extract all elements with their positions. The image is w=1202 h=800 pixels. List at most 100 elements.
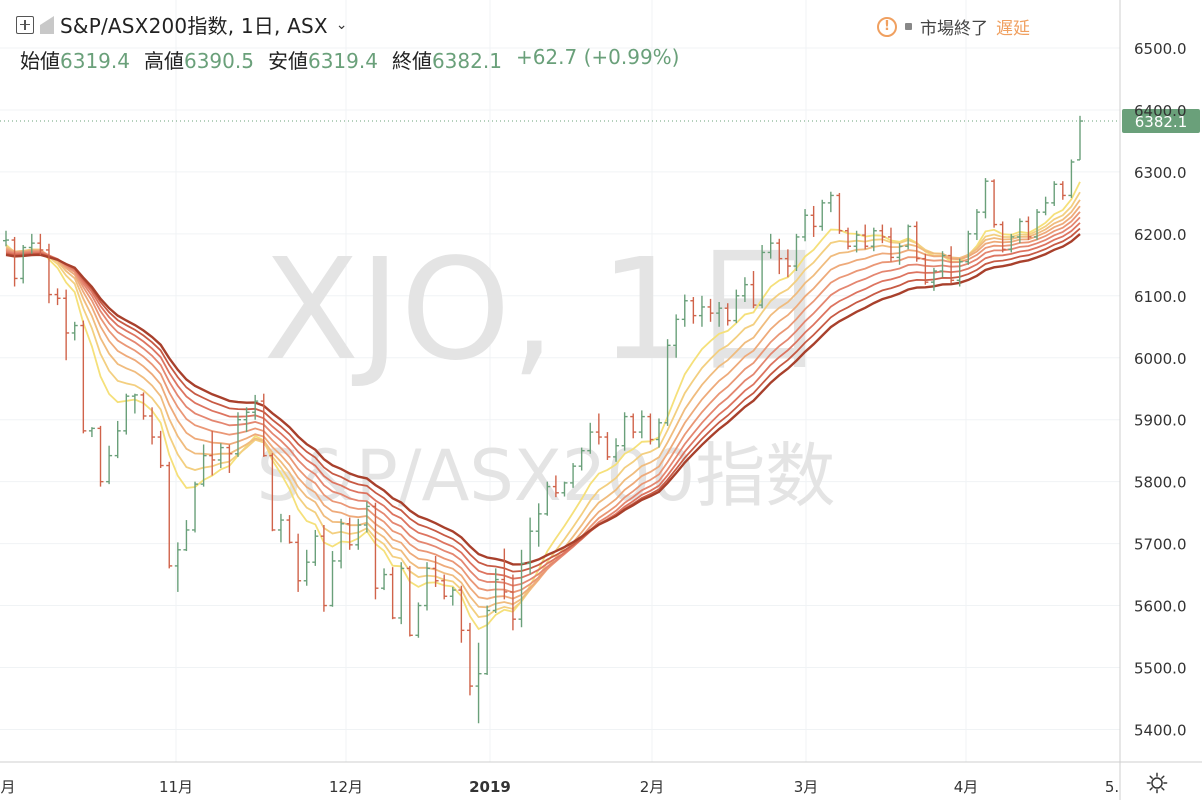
candle bbox=[922, 253, 929, 285]
y-tick-label: 5800.0 bbox=[1134, 474, 1187, 492]
candle bbox=[741, 277, 748, 302]
candle bbox=[570, 463, 577, 488]
ma-line bbox=[5, 181, 1081, 631]
symbol-title[interactable]: S&P/ASX200指数, 1日, ASX bbox=[60, 14, 328, 38]
candle bbox=[716, 301, 723, 327]
candle bbox=[303, 549, 310, 586]
candle bbox=[243, 407, 250, 433]
candle bbox=[140, 392, 147, 420]
candle bbox=[363, 501, 370, 533]
candle bbox=[484, 605, 491, 675]
status-dot bbox=[905, 23, 912, 30]
candle bbox=[269, 453, 276, 532]
y-tick-label: 6400.0 bbox=[1134, 102, 1187, 120]
candle bbox=[1034, 209, 1041, 241]
warning-icon[interactable]: ! bbox=[877, 16, 897, 37]
y-tick-label: 5400.0 bbox=[1134, 721, 1187, 739]
candle bbox=[973, 209, 980, 241]
candle bbox=[63, 289, 70, 361]
candle bbox=[45, 243, 52, 304]
x-tick-label: 4月 bbox=[954, 778, 979, 796]
market-status: ! 市場終了 遅延 bbox=[877, 14, 1030, 39]
x-tick-label: 3月 bbox=[794, 778, 819, 796]
ohlc-change: +62.7 (+0.99%) bbox=[515, 45, 680, 69]
candle bbox=[819, 199, 826, 231]
flag-icon[interactable] bbox=[40, 15, 54, 34]
y-tick-label: 6000.0 bbox=[1134, 350, 1187, 368]
x-tick-label: 12月 bbox=[329, 778, 363, 796]
candle bbox=[1008, 233, 1015, 253]
candle bbox=[613, 438, 620, 462]
candle bbox=[200, 444, 207, 487]
candle bbox=[535, 503, 542, 547]
candle bbox=[54, 288, 61, 306]
ohlc-high: 高値6390.5 bbox=[143, 49, 254, 73]
watermark-ticker: XJO, 1日 bbox=[263, 229, 828, 392]
candle bbox=[1016, 218, 1023, 244]
candle bbox=[114, 420, 121, 459]
candle bbox=[183, 520, 190, 552]
candle bbox=[71, 321, 78, 341]
y-tick-label: 5500.0 bbox=[1134, 660, 1187, 678]
ohlc-open: 始値6319.4 bbox=[20, 49, 130, 73]
y-tick-label: 6300.0 bbox=[1134, 164, 1187, 182]
title-row: S&P/ASX200指数, 1日, ASX ⌄ bbox=[16, 10, 348, 39]
candle bbox=[965, 230, 972, 265]
candle bbox=[509, 574, 516, 631]
candle bbox=[776, 238, 783, 275]
candle bbox=[930, 267, 937, 291]
candle bbox=[149, 407, 156, 445]
candle bbox=[1025, 216, 1032, 241]
candle bbox=[312, 529, 319, 566]
delay-label[interactable]: 遅延 bbox=[996, 19, 1030, 39]
candle bbox=[492, 568, 499, 613]
candle bbox=[286, 515, 293, 544]
candle bbox=[389, 567, 396, 620]
candle bbox=[587, 422, 594, 454]
candle bbox=[698, 295, 705, 327]
candle bbox=[561, 481, 568, 497]
candle bbox=[673, 314, 680, 358]
candle bbox=[991, 179, 998, 228]
candle bbox=[767, 233, 774, 259]
ma-line bbox=[5, 233, 1081, 566]
candle bbox=[424, 562, 431, 611]
ma-line bbox=[5, 227, 1081, 573]
candle bbox=[956, 258, 963, 287]
candle bbox=[862, 224, 869, 250]
gear-icon[interactable] bbox=[1146, 772, 1168, 794]
candle bbox=[664, 339, 671, 426]
candle bbox=[466, 622, 473, 696]
candle bbox=[621, 412, 628, 451]
candle bbox=[630, 413, 637, 439]
candle bbox=[131, 393, 138, 414]
x-tick-label: 5. bbox=[1105, 778, 1119, 796]
candle bbox=[887, 227, 894, 262]
candle bbox=[1059, 181, 1066, 200]
chevron-down-icon[interactable]: ⌄ bbox=[335, 16, 348, 33]
candle bbox=[604, 432, 611, 460]
candle bbox=[252, 394, 259, 420]
ohlc-legend: 始値6319.4 高値6390.5 安値6319.4 終値6382.1 +62.… bbox=[20, 45, 679, 74]
candle bbox=[733, 289, 740, 324]
candle bbox=[913, 221, 920, 262]
candle bbox=[647, 413, 654, 445]
plus-icon[interactable] bbox=[16, 15, 34, 34]
candle bbox=[174, 542, 181, 592]
candle bbox=[97, 425, 104, 487]
y-tick-label: 5900.0 bbox=[1134, 412, 1187, 430]
candle bbox=[88, 427, 95, 438]
candle bbox=[295, 533, 302, 592]
candle bbox=[905, 224, 912, 250]
candle bbox=[398, 562, 405, 625]
candle bbox=[784, 249, 791, 278]
y-axis: 6500.0 6400.0 6300.0 6200.0 6100.0 6000.0 5900… bbox=[1119, 0, 1187, 800]
candle bbox=[853, 230, 860, 253]
candle bbox=[1042, 196, 1049, 216]
candle bbox=[11, 236, 18, 287]
y-tick-label: 5700.0 bbox=[1134, 536, 1187, 554]
last-price-line: 6382.1 bbox=[0, 109, 1200, 134]
candle bbox=[415, 602, 422, 638]
candle bbox=[123, 393, 130, 435]
